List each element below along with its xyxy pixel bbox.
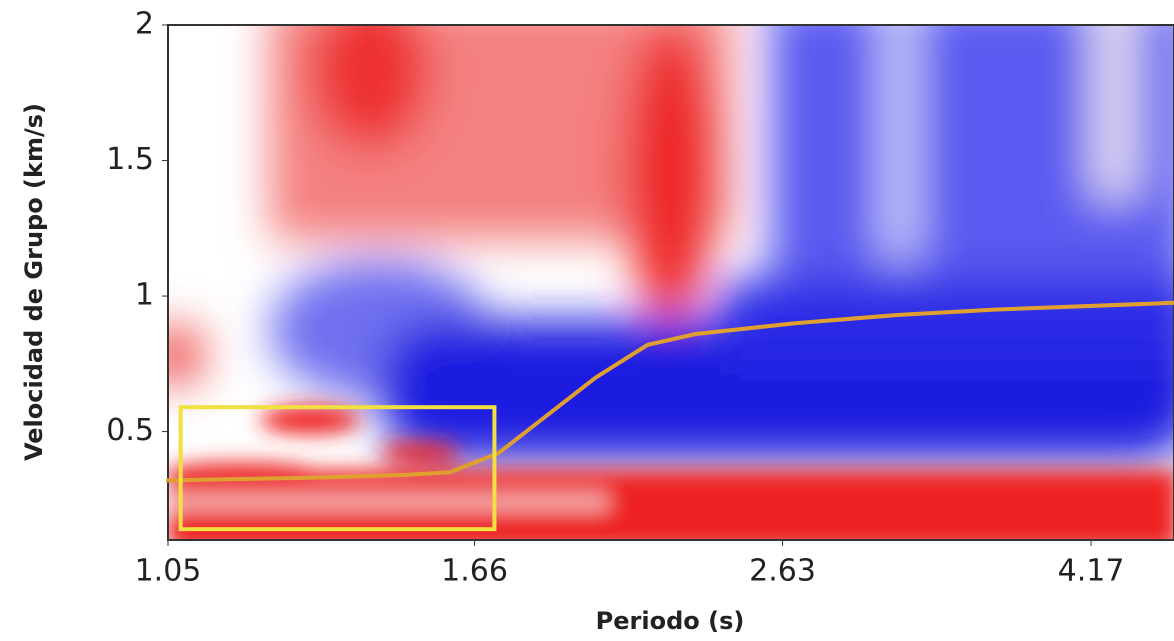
y-tick-label: 1.5	[106, 142, 154, 177]
x-tick-label: 1.66	[441, 554, 508, 589]
y-tick-label: 2	[135, 7, 154, 42]
x-tick-label: 4.17	[1058, 554, 1125, 589]
plot-frame	[167, 24, 1174, 541]
dispersion-curve	[166, 300, 1174, 483]
x-axis-label: Periodo (s)	[596, 607, 745, 635]
y-tick-label: 1	[135, 278, 154, 313]
y-tick-label: 0.5	[106, 413, 154, 448]
x-tick-label: 2.63	[749, 554, 816, 589]
x-tick-label: 1.05	[135, 554, 202, 589]
highlight-box	[178, 405, 497, 532]
y-axis-label: Velocidad de Grupo (km/s)	[20, 103, 48, 461]
heatmap	[168, 25, 1174, 540]
